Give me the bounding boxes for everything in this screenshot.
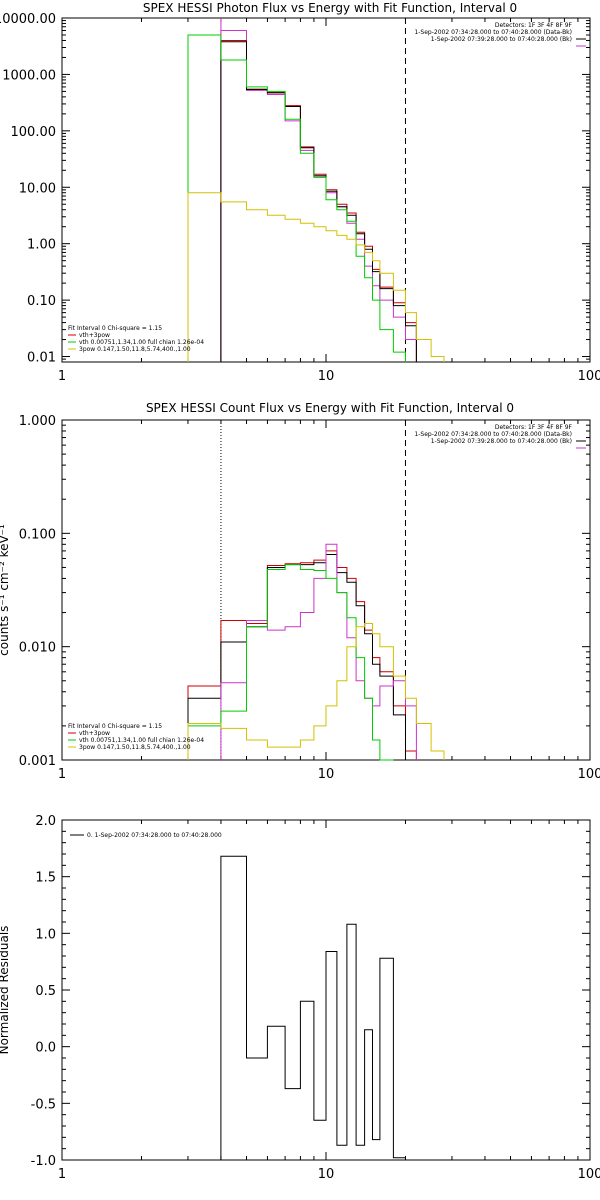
spectrum-series [187,623,445,760]
y-tick-label: 0.001 [19,754,56,769]
spectrum-series [187,564,394,761]
legend-label: vth 0.00751,1.34,1.00 full chian 1.26e-0… [79,737,204,744]
y-tick-label: 1.00 [27,238,56,253]
time-interval-header: 1-Sep-2002 07:39:28.000 to 07:40:28.000 … [431,36,572,43]
spectrum-series [220,543,417,760]
x-tick-label: 100 [578,1167,600,1182]
count-flux-panel: SPEX HESSI Count Flux vs Energy with Fit… [0,401,600,782]
x-tick-label: 10 [318,1167,335,1182]
fit-interval-text: Fit Interval 0 Chi-square = 1.15 [68,723,162,730]
x-tick-label: 10 [318,767,335,782]
legend-label: 3pow 0.147,1.50,11.8,5.74,400.,1.00 [79,346,191,353]
y-tick-label: 10000.00 [0,12,56,27]
x-tick-label: 100 [578,369,600,384]
photon-flux-panel: SPEX HESSI Photon Flux vs Energy with Fi… [0,1,600,384]
fit-interval-text: Fit Interval 0 Chi-square = 1.15 [68,325,162,332]
legend-label: vth 0.00751,1.34,1.00 full chian 1.26e-0… [79,339,204,346]
time-interval-header: 1-Sep-2002 07:34:28.000 to 07:40:28.000 … [414,431,572,438]
legend-label: 3pow 0.147,1.50,11.8,5.74,400.,1.00 [79,744,191,751]
x-tick-label: 100 [578,767,600,782]
count-flux-title: SPEX HESSI Count Flux vs Energy with Fit… [146,401,514,415]
y-tick-label: 0.5 [35,984,56,999]
spectrum-series [187,34,406,362]
y-tick-label: 1.000 [19,414,56,429]
y-axis-label: Normalized Residuals [0,926,11,1055]
y-tick-label: 0.01 [27,351,56,366]
residuals-panel: 1 10 100 2.0 1.5 1.0 0.5 0.0 -0.5 -1.0 Normalized … [0,814,600,1182]
y-tick-label: -1.0 [31,1154,56,1169]
time-interval-header: 1-Sep-2002 07:39:28.000 to 07:40:28.000 … [431,438,572,445]
spectrum-series [220,40,417,362]
y-axis-label: counts s⁻¹ cm⁻² keV⁻¹ [0,524,11,656]
x-tick-label: 1 [58,1167,66,1182]
x-tick-label: 1 [58,767,66,782]
y-tick-label: 2.0 [35,814,56,829]
x-tick-label: 10 [318,369,335,384]
y-tick-label: 0.0 [35,1041,56,1056]
spectrum-series [220,855,406,1160]
legend-label: 0. 1-Sep-2002 07:34:28.000 to 07:40:28.0… [87,832,222,839]
y-tick-label: 0.010 [19,641,56,656]
legend-label: vth+3pow [79,332,110,339]
photon-flux-title: SPEX HESSI Photon Flux vs Energy with Fi… [143,1,517,15]
spectrum-series [220,41,417,362]
y-tick-label: 0.100 [19,527,56,542]
time-interval-header: Detectors: 1F 3F 4F 8F 9F [495,22,573,29]
y-tick-label: 10.00 [19,181,56,196]
spectrum-series [220,30,417,362]
y-tick-label: 100.00 [11,125,57,140]
time-interval-header: Detectors: 1F 3F 4F 8F 9F [495,424,573,431]
x-tick-label: 1 [58,369,66,384]
spectrum-series [187,192,445,362]
y-tick-label: 1.0 [35,927,56,942]
y-tick-label: 1000.00 [2,68,56,83]
time-interval-header: 1-Sep-2002 07:34:28.000 to 07:40:28.000 … [414,29,572,36]
legend-label: vth+3pow [79,730,110,737]
y-tick-label: 0.10 [27,294,56,309]
y-tick-label: -0.5 [31,1097,56,1112]
y-tick-label: 1.5 [35,871,56,886]
